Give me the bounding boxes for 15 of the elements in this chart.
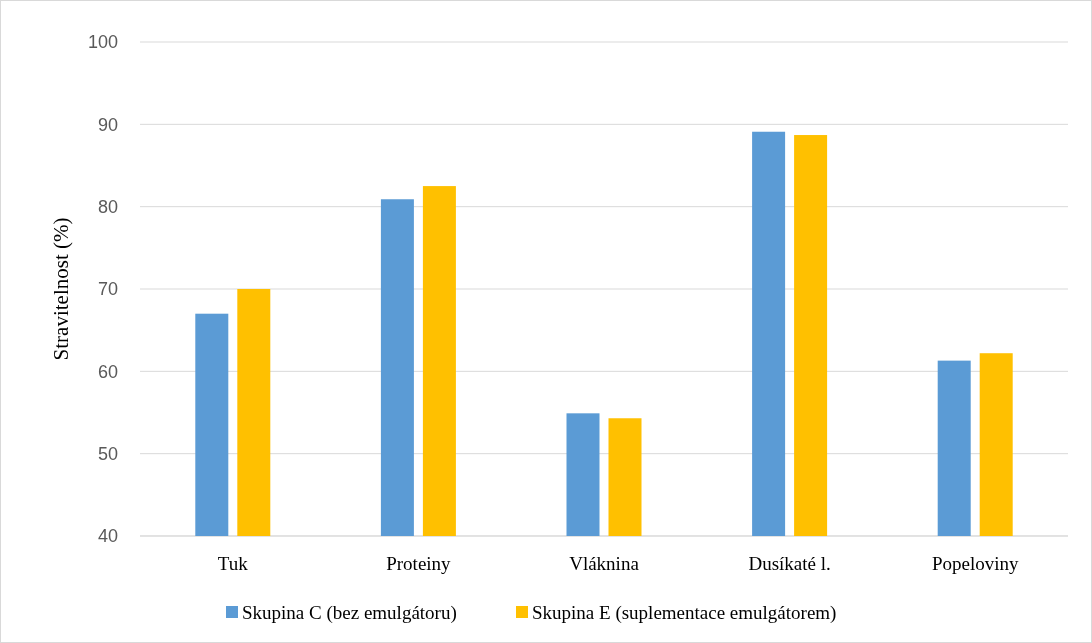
y-tick-label: 80 — [97, 196, 118, 217]
y-tick-label: 40 — [97, 526, 118, 547]
x-tick-label: Dusíkaté l. — [748, 553, 831, 574]
y-tick-label: 90 — [97, 114, 118, 135]
x-tick-label: Popeloviny — [931, 553, 1019, 574]
x-tick-label: Tuk — [217, 553, 249, 574]
x-tick-label: Proteiny — [386, 553, 452, 574]
y-axis-title: Stravitelnost (%) — [49, 217, 73, 361]
y-tick-label: 60 — [97, 361, 118, 382]
legend-label: Skupina C (bez emulgátoru) — [242, 601, 457, 624]
y-tick-label: 70 — [97, 279, 118, 300]
x-tick-label: Vláknina — [569, 553, 640, 574]
y-tick-label: 100 — [87, 32, 118, 53]
y-tick-label: 50 — [97, 443, 118, 464]
legend-label: Skupina E (suplementace emulgátorem) — [532, 601, 837, 624]
